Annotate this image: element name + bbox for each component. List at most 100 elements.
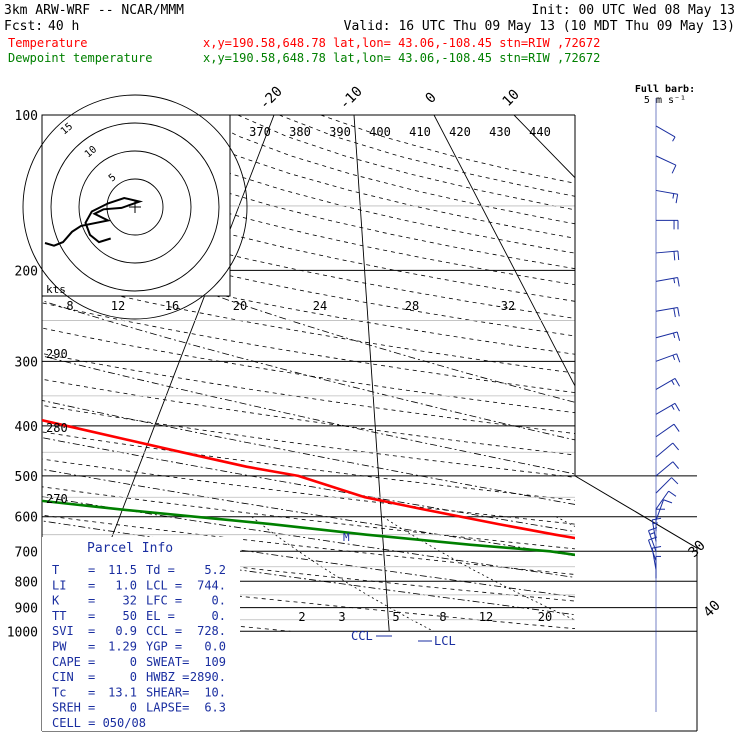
dry-adiabat [154, 115, 575, 239]
hodograph-ring [50, 122, 220, 292]
wind-barb [655, 353, 681, 363]
moist-adiabat [42, 300, 575, 441]
hodograph-trace [44, 196, 144, 247]
parcel-value: 0. [212, 594, 226, 608]
parcel-label: LFC = [146, 594, 182, 608]
wind-key-unit: 5 m s⁻¹ [644, 95, 686, 106]
parcel-value: 0 [130, 701, 137, 715]
lower-theta-label: 290 [46, 347, 68, 361]
parcel-value: 1.29 [108, 640, 137, 654]
pressure-tick-label: 500 [15, 470, 38, 485]
parcel-info-title: Parcel Info [87, 541, 173, 556]
header-block: 3km ARW-WRF -- NCAR/MMM Init: 00 UTC Wed… [4, 3, 735, 65]
hodograph-speed-label: 20 [233, 299, 247, 313]
theta-label: 440 [529, 125, 551, 139]
mixing-ratio-label: 20 [538, 610, 552, 624]
wind-barb-column: Full barb:5 m s⁻¹ [635, 84, 695, 712]
parcel-info-table: Parcel Info T = 11.5 Td = 5.2 LI = 1.0 LCL = 744. K… [42, 537, 240, 731]
isotherm-labels: -20 -10 0 10 30 40 [257, 84, 724, 621]
hodograph-ring [106, 178, 164, 236]
hodograph-speed-label: 24 [313, 299, 327, 313]
temperature-location: x,y=190.58,648.78 lat,lon= 43.06,-108.45… [203, 36, 600, 50]
moist-adiabat [145, 270, 575, 403]
dewpoint-legend: Dewpoint temperature [8, 51, 153, 65]
hodograph-speed-label: 12 [111, 299, 125, 313]
wind-barb [655, 277, 680, 287]
pressure-tick-label: 400 [15, 420, 38, 435]
level-marker-m: M [343, 531, 350, 544]
mixing-ratio-label: 2 [298, 610, 305, 624]
hodograph-ring-label: 5 [107, 172, 119, 184]
wind-key-title: Full barb: [635, 84, 695, 95]
parcel-label: = [88, 640, 95, 654]
parcel-value: 109 [204, 655, 226, 669]
parcel-value: 0.9 [115, 624, 137, 638]
mixing-ratio-label: 3 [338, 610, 345, 624]
temperature-legend: Temperature [8, 36, 87, 50]
parcel-value: 11.5 [108, 563, 137, 577]
wind-barb [655, 189, 679, 204]
lcl-marker: LCL [434, 634, 456, 648]
model-title: 3km ARW-WRF -- NCAR/MMM [4, 3, 184, 18]
parcel-cell: CELL = 050/08 [52, 716, 146, 730]
pressure-tick-label: 900 [15, 602, 38, 617]
wind-barb [655, 377, 680, 390]
isotherm-label: 10 [500, 87, 523, 110]
parcel-label: LAPSE= [146, 701, 189, 715]
wind-barb [655, 477, 679, 494]
hodograph-speed-label: 28 [405, 299, 419, 313]
wind-barb [655, 490, 677, 510]
hodograph-box [41, 114, 231, 297]
theta-label: 380 [289, 125, 311, 139]
theta-label: 410 [409, 125, 431, 139]
parcel-label: = [88, 655, 95, 669]
parcel-label: SWEAT= [146, 655, 189, 669]
parcel-label: SREH [52, 701, 81, 715]
wind-barb [655, 155, 677, 174]
forecast-hours: 40 h [48, 19, 79, 34]
wind-barb [655, 442, 680, 458]
wind-barb [655, 402, 680, 415]
wind-barb [655, 125, 676, 142]
parcel-label: SVI [52, 624, 74, 638]
wind-barb [655, 423, 680, 438]
wind-barb [655, 250, 680, 261]
dry-adiabat [279, 115, 575, 197]
hodograph-ring [22, 94, 248, 320]
wind-barb [655, 306, 680, 318]
parcel-value: 6.3 [204, 701, 226, 715]
parcel-label: SHEAR= [146, 685, 189, 699]
right-axis [574, 115, 698, 731]
wind-barb [655, 499, 673, 521]
hodograph-speed-label: 8 [66, 299, 73, 313]
pressure-tick-label: 100 [15, 109, 38, 124]
forecast-label: Fcst: [4, 19, 43, 34]
pressure-tick-label: 200 [15, 264, 38, 279]
parcel-value: 728. [197, 624, 226, 638]
parcel-label: EL = [146, 609, 175, 623]
lower-theta-label: 280 [46, 421, 68, 435]
parcel-label: TT [52, 609, 66, 623]
isotherm-line [433, 115, 575, 387]
parcel-label: = [88, 594, 95, 608]
parcel-label: = [88, 578, 95, 592]
wind-barb [655, 461, 680, 477]
mixing-ratio-label: 12 [479, 610, 493, 624]
wind-barb [656, 219, 679, 230]
parcel-value: 744. [197, 578, 226, 592]
parcel-label: CCL = [146, 624, 182, 638]
valid-time: Valid: 16 UTC Thu 09 May 13 (10 MDT Thu … [344, 19, 735, 34]
hodograph-speed-label: 32 [501, 299, 515, 313]
parcel-value: 0.0 [204, 640, 226, 654]
parcel-label: K [52, 594, 60, 608]
parcel-label: T [52, 563, 59, 577]
parcel-value: 13.1 [108, 685, 137, 699]
hodograph-speed-label: 16 [165, 299, 179, 313]
parcel-label: = [88, 701, 95, 715]
parcel-value: 2890. [190, 670, 226, 684]
parcel-label: HWBZ = [146, 670, 189, 684]
isotherm-line [513, 115, 575, 179]
parcel-label: = [88, 670, 95, 684]
